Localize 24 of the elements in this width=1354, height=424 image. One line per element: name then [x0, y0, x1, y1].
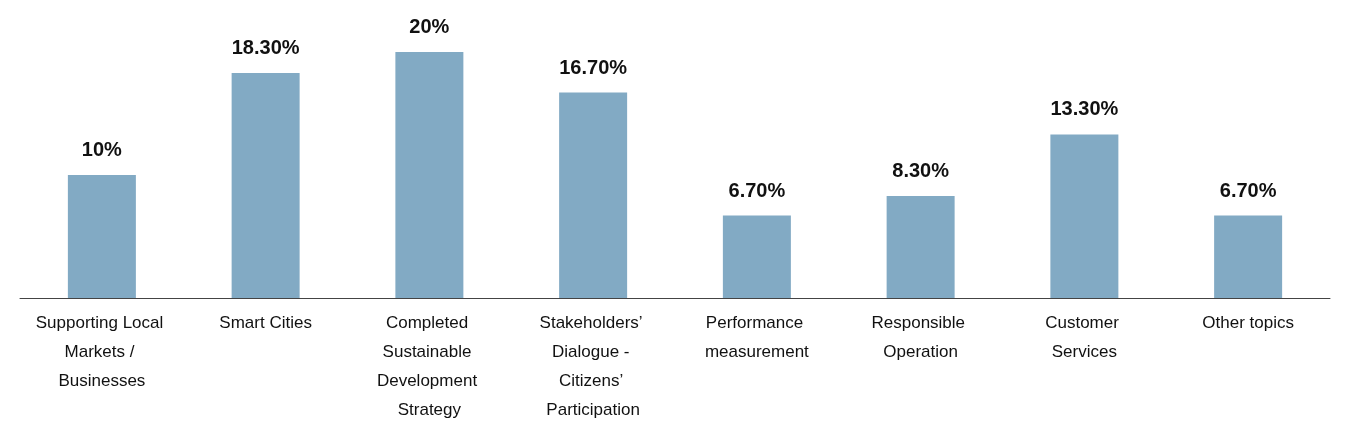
- bar: [395, 52, 464, 298]
- x-tick-label: Responsible Operation: [871, 313, 970, 361]
- bar: [559, 92, 628, 298]
- x-tick-label: Supporting Local Markets / Businesses: [35, 313, 169, 390]
- data-label: 6.70%: [1219, 178, 1277, 201]
- data-label: 20%: [409, 15, 450, 37]
- data-label: 16.70%: [559, 55, 628, 78]
- x-tick-label: Stakeholders’ Dialogue - Citizens’ Participation: [539, 313, 647, 419]
- bar: [886, 195, 955, 298]
- data-label: 6.70%: [728, 178, 786, 201]
- x-tick-label: Performance measurement: [704, 313, 810, 361]
- bar: [67, 175, 136, 298]
- data-label: 10%: [81, 138, 123, 160]
- x-tick-label: Customer Services: [1045, 313, 1124, 361]
- x-tick-label: Smart Cities: [219, 313, 312, 332]
- bar: [1214, 215, 1283, 298]
- data-label: 18.30%: [231, 35, 300, 58]
- x-tick-label: Other topics: [1202, 313, 1294, 332]
- data-label: 13.30%: [1050, 97, 1119, 120]
- data-label: 8.30%: [892, 158, 950, 181]
- bar: [1050, 134, 1119, 298]
- bar: [231, 72, 300, 298]
- x-tick-label: Completed Sustainable Development Strategy: [376, 313, 482, 419]
- bar: [722, 215, 791, 298]
